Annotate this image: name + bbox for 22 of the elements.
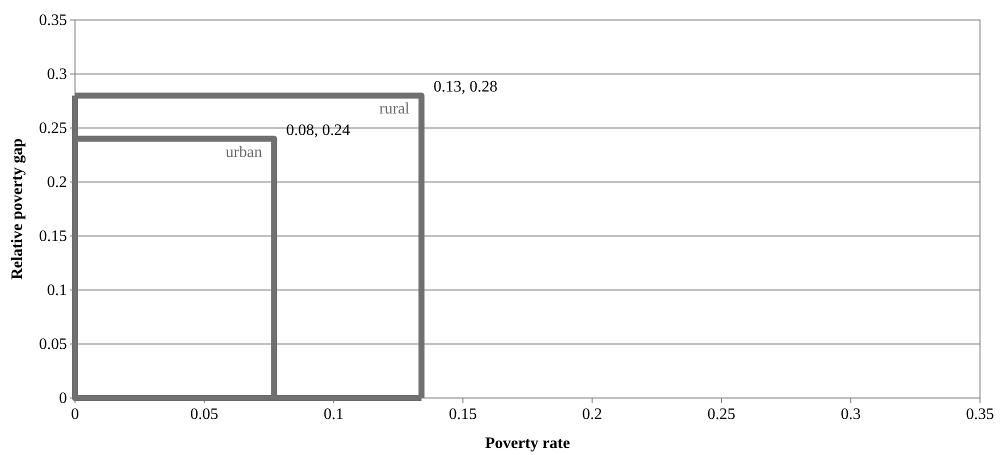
annotation: 0.08, 0.24 [286,122,350,139]
x-tick-label: 0 [71,406,79,423]
x-tick-label: 0.35 [966,406,994,423]
x-tick-label: 0.25 [707,406,736,423]
series-label: urban [226,144,262,161]
y-tick-label: 0.35 [39,12,67,29]
x-tick-label: 0.3 [840,406,861,423]
x-tick-label: 0.15 [448,406,477,423]
y-tick-label: 0.1 [47,282,67,299]
y-tick-label: 0.05 [39,336,67,353]
series-label: rural [379,100,410,118]
y-tick-label: 0.3 [47,66,67,83]
x-tick-label: 0.05 [190,406,218,423]
y-tick-label: 0 [59,390,67,407]
y-tick-label: 0.25 [39,120,67,137]
x-axis-title: Poverty rate [485,435,570,452]
x-tick-label: 0.1 [324,406,344,423]
y-tick-label: 0.15 [39,228,67,245]
y-axis-title: Relative poverty gap [9,138,26,280]
y-tick-label: 0.2 [47,174,67,191]
annotation: 0.13, 0.28 [433,78,498,96]
x-tick-label: 0.2 [582,406,602,423]
